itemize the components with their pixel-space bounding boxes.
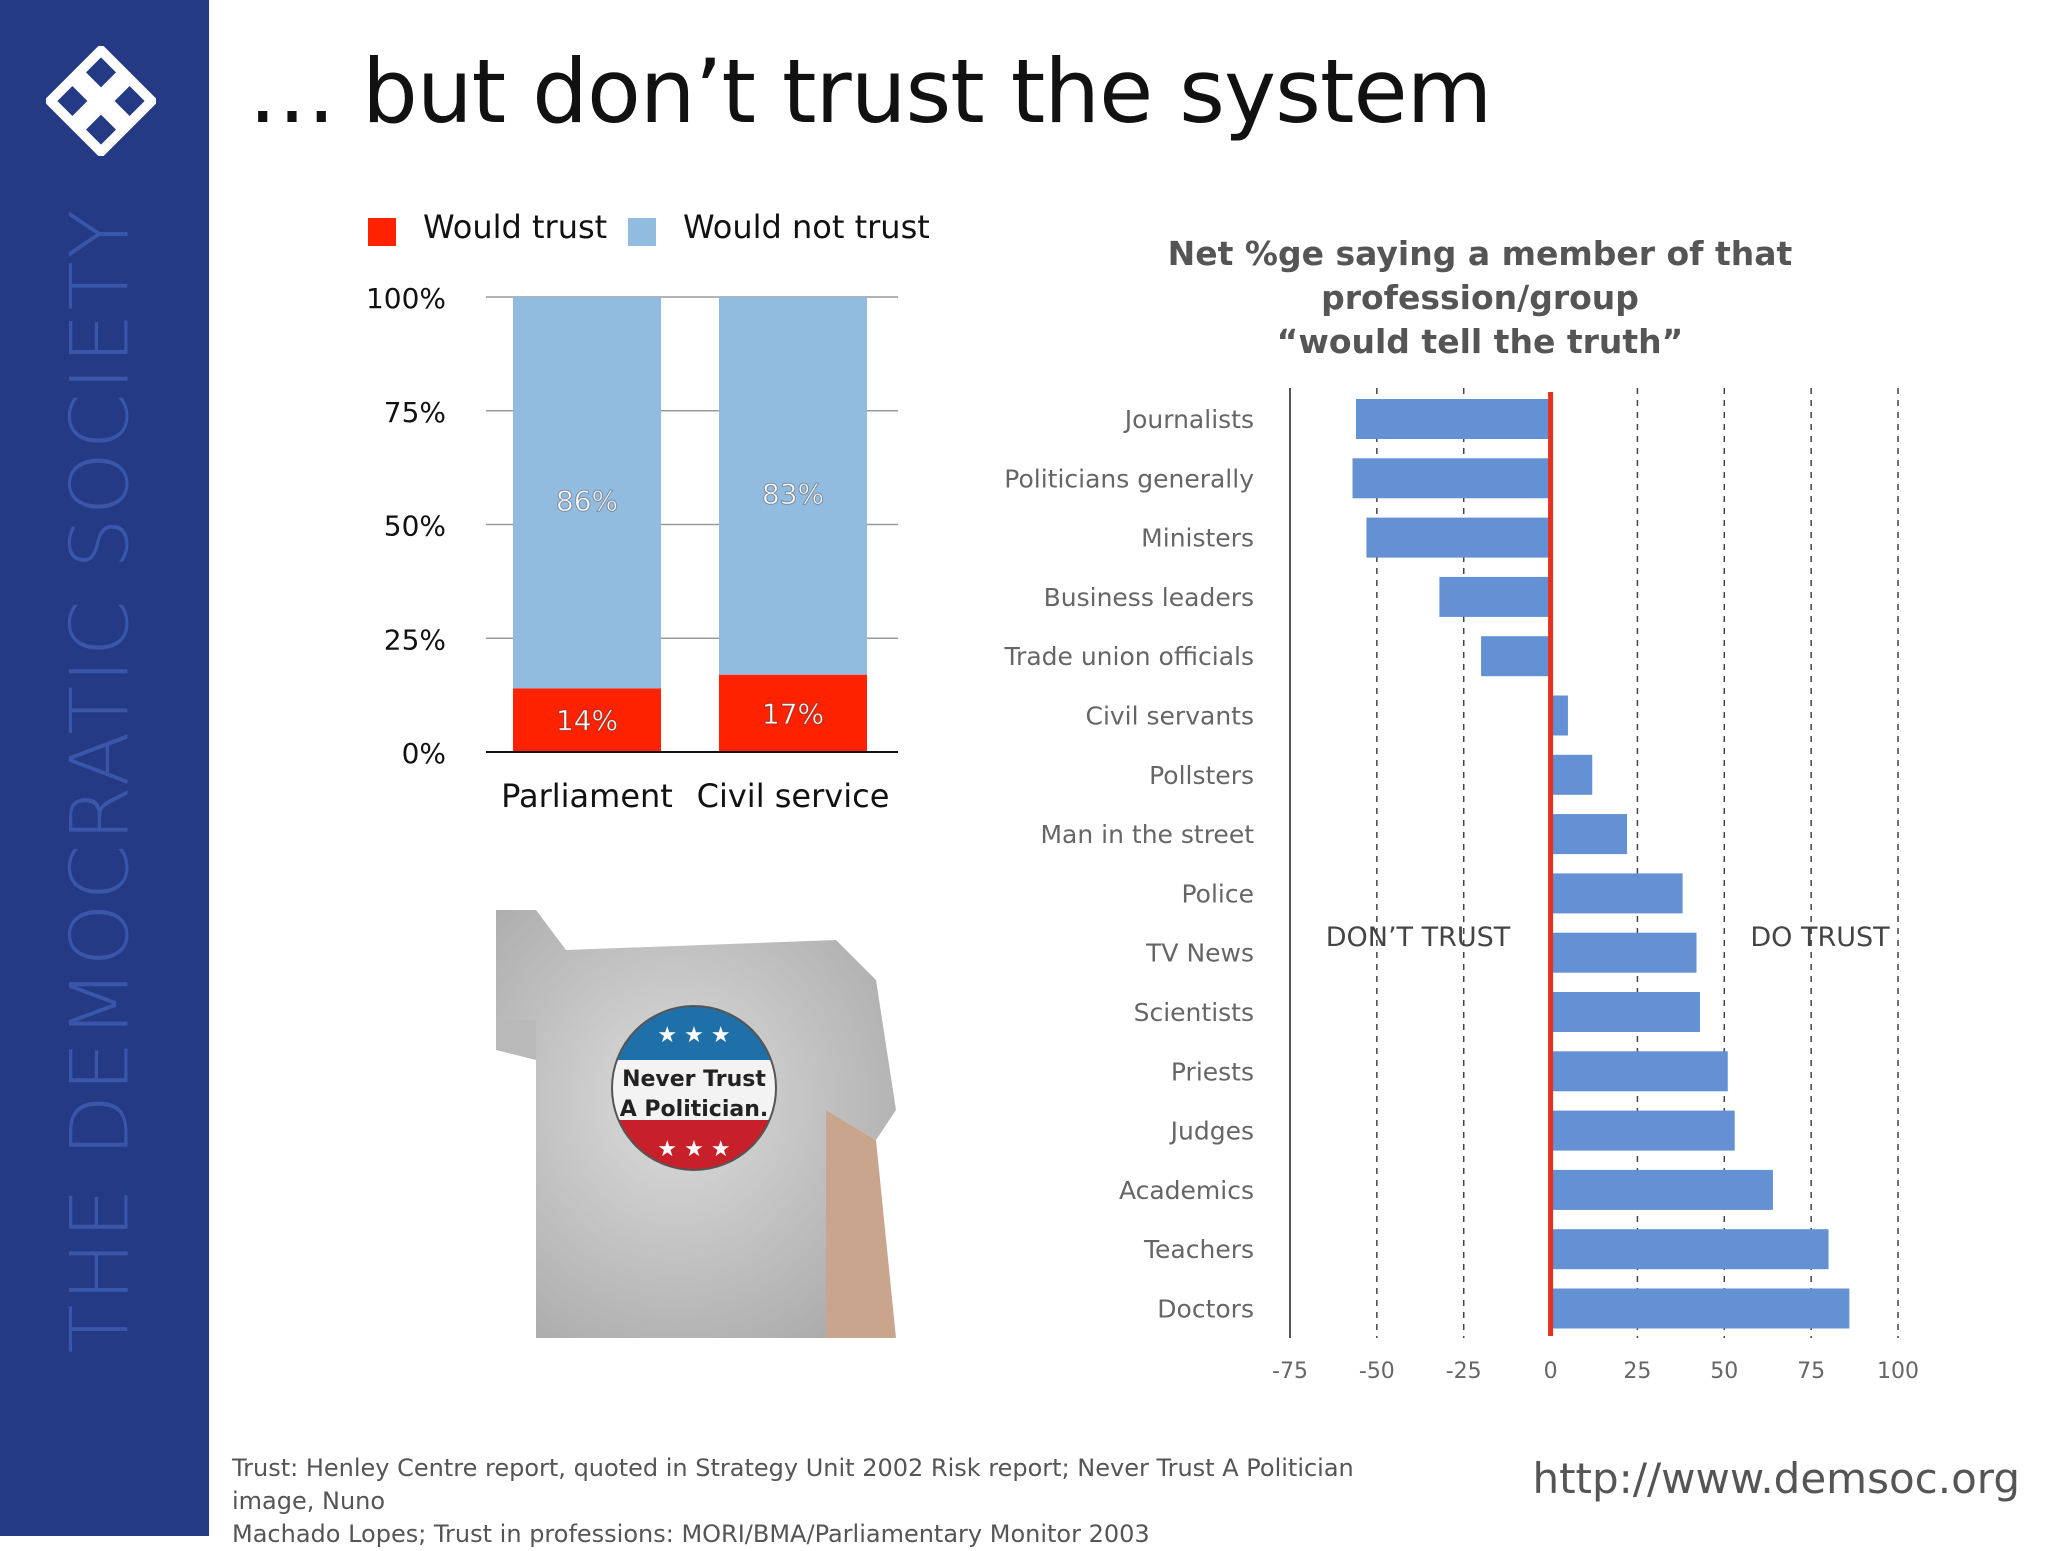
stack-chart-category-label: Civil service — [697, 777, 890, 815]
logo-icon — [46, 46, 156, 156]
profession-chart-title-line1: Net %ge saying a member of that professi… — [1167, 234, 1793, 317]
profession-chart-xtick-label: -50 — [1359, 1359, 1395, 1384]
stack-chart-ytick-label: 50% — [384, 510, 446, 543]
profession-chart-xtick-label: -75 — [1272, 1359, 1308, 1384]
sidebar: THE DEMOCRATIC SOCIETY — [0, 0, 209, 1536]
profession-chart-xtick-label: 0 — [1544, 1359, 1558, 1384]
profession-bar — [1550, 1288, 1850, 1329]
legend-swatch-would-trust — [368, 218, 396, 246]
stack-chart-ytick-label: 75% — [384, 396, 446, 429]
profession-category-label: Priests — [1171, 1057, 1254, 1086]
profession-bar — [1550, 814, 1628, 855]
profession-chart-xtick-label: 100 — [1877, 1359, 1919, 1384]
profession-category-label: Trade union officials — [1003, 642, 1254, 671]
profession-category-label: Journalists — [1123, 405, 1254, 434]
stack-bar-would-not-trust — [513, 297, 661, 689]
profession-bar — [1481, 636, 1551, 677]
profession-bar — [1356, 399, 1551, 439]
profession-bar — [1439, 576, 1551, 617]
profession-category-label: Teachers — [1143, 1235, 1254, 1264]
source-line-1: Trust: Henley Centre report, quoted in S… — [232, 1454, 1354, 1515]
profession-bar — [1550, 754, 1593, 795]
stack-bar-data-label: 17% — [762, 697, 824, 730]
stack-chart-category-label: Parliament — [501, 777, 673, 815]
profession-chart-title: Net %ge saying a member of that professi… — [1080, 232, 1880, 364]
profession-category-label: TV News — [1145, 939, 1254, 968]
profession-chart-title-line2: “would tell the truth” — [1276, 322, 1684, 361]
profession-category-label: Ministers — [1141, 524, 1254, 553]
profession-bar — [1550, 695, 1568, 736]
profession-category-label: Business leaders — [1044, 583, 1254, 612]
slide-title: … but don’t trust the system — [248, 40, 1492, 143]
stack-bar-data-label: 86% — [556, 484, 618, 517]
profession-category-label: Doctors — [1157, 1295, 1254, 1324]
profession-bar — [1550, 1110, 1735, 1151]
stack-chart-ytick-label: 100% — [366, 282, 446, 315]
never-trust-tshirt-photo: ★ ★ ★ ★ ★ ★ Never Trust A Politician. — [496, 910, 916, 1338]
badge-line2: A Politician. — [620, 1097, 769, 1122]
profession-category-label: Civil servants — [1085, 702, 1254, 731]
do-trust-annotation: DO TRUST — [1750, 922, 1890, 953]
profession-chart-xtick-label: 75 — [1797, 1359, 1825, 1384]
t-shirt-photo-icon: ★ ★ ★ ★ ★ ★ Never Trust A Politician. — [496, 910, 916, 1338]
profession-bar — [1366, 517, 1551, 558]
svg-text:★ ★ ★: ★ ★ ★ — [657, 1137, 730, 1162]
stack-bar-would-trust — [513, 688, 661, 752]
profession-category-label: Pollsters — [1149, 761, 1254, 790]
profession-bar — [1550, 873, 1683, 914]
legend-swatch-would-not-trust — [628, 218, 656, 246]
website-url[interactable]: http://www.demsoc.org — [1532, 1454, 2020, 1503]
dont-trust-annotation: DON’T TRUST — [1326, 922, 1511, 953]
profession-bar — [1550, 932, 1697, 973]
stack-chart-ytick-label: 0% — [402, 737, 446, 770]
legend-label-would-not-trust: Would not trust — [683, 208, 930, 246]
profession-bar — [1550, 1169, 1773, 1210]
profession-chart-xtick-label: 25 — [1623, 1359, 1651, 1384]
legend-label-would-trust: Would trust — [423, 208, 608, 246]
stack-bar-data-label: 83% — [762, 477, 824, 510]
source-line-2: Machado Lopes; Trust in professions: MOR… — [232, 1520, 1150, 1548]
profession-category-label: Judges — [1169, 1117, 1254, 1146]
profession-category-label: Scientists — [1134, 998, 1254, 1027]
stack-bar-would-trust — [719, 674, 867, 752]
profession-category-label: Police — [1182, 879, 1255, 908]
source-credits: Trust: Henley Centre report, quoted in S… — [232, 1452, 1432, 1551]
stack-bar-would-not-trust — [719, 297, 867, 675]
profession-chart-xtick-label: -25 — [1446, 1359, 1482, 1384]
profession-bar — [1352, 458, 1551, 499]
profession-category-label: Man in the street — [1040, 820, 1254, 849]
svg-text:★ ★ ★: ★ ★ ★ — [657, 1023, 730, 1048]
badge-line1: Never Trust — [622, 1067, 766, 1092]
stack-bar-data-label: 14% — [556, 704, 618, 737]
profession-bar — [1550, 1051, 1728, 1092]
profession-bar — [1550, 992, 1700, 1032]
profession-category-label: Academics — [1119, 1176, 1254, 1205]
profession-bar — [1550, 1229, 1829, 1270]
stack-chart-ytick-label: 25% — [384, 623, 446, 656]
profession-chart-xtick-label: 50 — [1710, 1359, 1738, 1384]
profession-category-label: Politicians generally — [1004, 464, 1254, 493]
